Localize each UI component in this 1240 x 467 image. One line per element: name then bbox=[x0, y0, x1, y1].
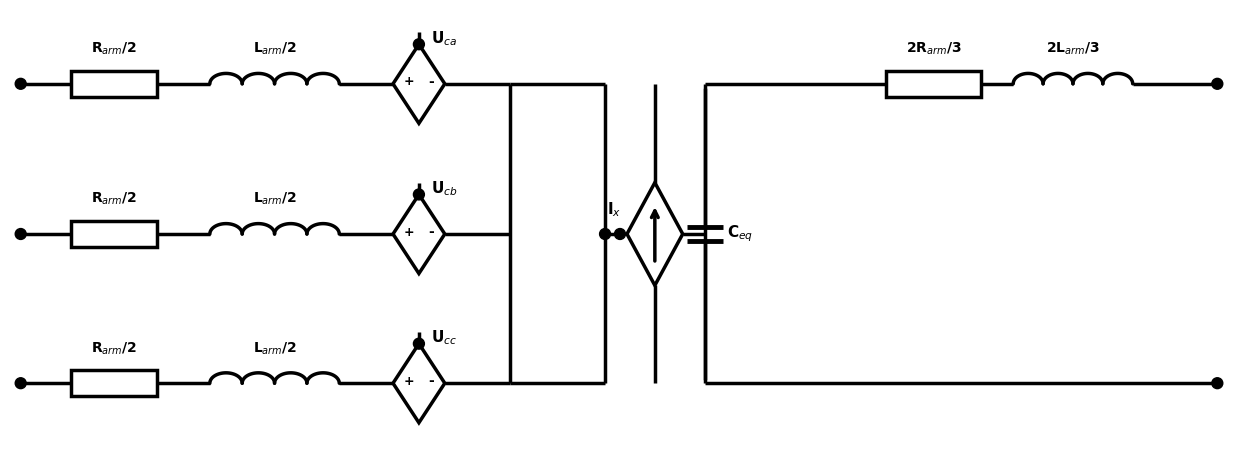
Bar bbox=[887, 71, 981, 97]
Text: U$_{cc}$: U$_{cc}$ bbox=[430, 328, 458, 347]
Text: -: - bbox=[428, 374, 434, 388]
Text: I$_{x}$: I$_{x}$ bbox=[608, 200, 621, 219]
Circle shape bbox=[15, 378, 26, 389]
Polygon shape bbox=[393, 44, 445, 123]
Bar bbox=[72, 370, 157, 396]
Text: R$_{arm}$/2: R$_{arm}$/2 bbox=[92, 41, 138, 57]
Circle shape bbox=[600, 228, 610, 240]
Polygon shape bbox=[627, 183, 683, 285]
Circle shape bbox=[413, 189, 424, 200]
Circle shape bbox=[615, 228, 625, 240]
Bar bbox=[72, 71, 157, 97]
Circle shape bbox=[413, 39, 424, 50]
Polygon shape bbox=[393, 194, 445, 274]
Text: R$_{arm}$/2: R$_{arm}$/2 bbox=[92, 340, 138, 356]
Circle shape bbox=[1211, 78, 1223, 89]
Text: +: + bbox=[404, 226, 414, 239]
Text: R$_{arm}$/2: R$_{arm}$/2 bbox=[92, 191, 138, 207]
Text: +: + bbox=[404, 75, 414, 88]
Text: +: + bbox=[404, 375, 414, 388]
Circle shape bbox=[413, 338, 424, 349]
Circle shape bbox=[15, 78, 26, 89]
Text: L$_{arm}$/2: L$_{arm}$/2 bbox=[253, 191, 296, 207]
Text: U$_{ca}$: U$_{ca}$ bbox=[430, 29, 458, 48]
Text: 2L$_{arm}$/3: 2L$_{arm}$/3 bbox=[1047, 41, 1100, 57]
Bar bbox=[72, 221, 157, 247]
Polygon shape bbox=[393, 344, 445, 423]
Text: L$_{arm}$/2: L$_{arm}$/2 bbox=[253, 41, 296, 57]
Text: U$_{cb}$: U$_{cb}$ bbox=[430, 179, 458, 198]
Text: -: - bbox=[428, 225, 434, 239]
Circle shape bbox=[15, 228, 26, 240]
Circle shape bbox=[1211, 378, 1223, 389]
Text: L$_{arm}$/2: L$_{arm}$/2 bbox=[253, 340, 296, 356]
Text: -: - bbox=[428, 75, 434, 89]
Text: C$_{eq}$: C$_{eq}$ bbox=[727, 224, 753, 244]
Text: 2R$_{arm}$/3: 2R$_{arm}$/3 bbox=[905, 41, 961, 57]
